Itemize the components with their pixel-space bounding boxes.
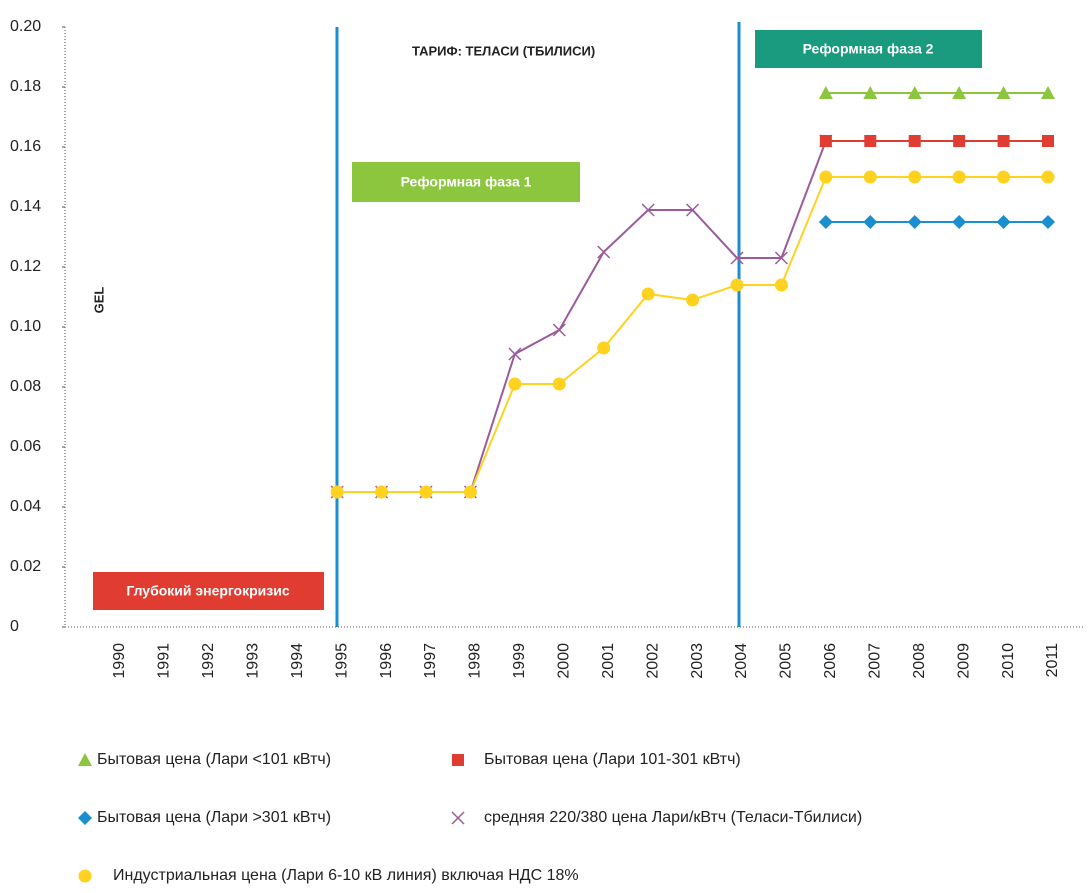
marker	[419, 485, 433, 499]
x-tick-label: 1992	[200, 643, 217, 679]
annotation: Реформная фаза 2	[803, 41, 934, 57]
marker	[996, 86, 1011, 99]
x-tick-label: 1994	[289, 643, 306, 679]
x-tick-label: 2010	[1000, 643, 1017, 679]
marker	[953, 135, 966, 147]
x-tick-label: 2007	[867, 643, 884, 679]
y-tick-label: 0.02	[10, 558, 41, 575]
x-tick-label: 1990	[111, 643, 128, 679]
annotation-box	[93, 572, 324, 610]
legend-marker	[451, 811, 465, 825]
marker	[641, 287, 655, 301]
y-tick-label: 0.08	[10, 378, 41, 395]
marker	[996, 215, 1011, 229]
marker	[952, 215, 967, 229]
x-tick-label: 2004	[733, 643, 750, 679]
marker	[508, 347, 522, 361]
x-tick-label: 2008	[911, 643, 928, 679]
y-tick-label: 0.20	[10, 18, 41, 35]
marker	[1041, 86, 1055, 99]
marker	[686, 203, 700, 217]
y-tick-label: 0.10	[10, 318, 41, 335]
marker	[818, 86, 833, 99]
marker	[952, 86, 967, 99]
marker	[597, 341, 611, 355]
marker	[864, 135, 877, 147]
x-tick-label: 1996	[378, 643, 395, 679]
marker	[907, 215, 922, 229]
y-axis-label: GEL	[91, 287, 106, 314]
marker	[819, 135, 832, 147]
x-tick-label: 2011	[1044, 643, 1061, 678]
annotation: Глубокий энергокризис	[126, 583, 289, 599]
marker	[1041, 170, 1055, 184]
legend-marker	[78, 753, 92, 766]
x-tick-label: 2002	[644, 643, 661, 679]
marker	[1041, 215, 1055, 229]
y-tick-label: 0.04	[10, 498, 41, 515]
annotation-box	[352, 162, 580, 202]
marker	[508, 377, 522, 391]
series-line	[337, 176, 1048, 493]
marker	[552, 323, 566, 337]
y-tick-label: 0.16	[10, 138, 41, 155]
marker	[863, 170, 877, 184]
marker	[730, 251, 744, 265]
x-tick-label: 1998	[467, 643, 484, 679]
marker	[552, 377, 566, 391]
marker	[952, 170, 966, 184]
legend-marker	[452, 754, 464, 766]
y-tick-label: 0.06	[10, 438, 41, 455]
x-tick-label: 2000	[556, 643, 573, 679]
x-tick-label: 2009	[955, 643, 972, 679]
y-tick-label: 0.12	[10, 258, 41, 275]
marker	[597, 245, 611, 259]
marker	[819, 170, 833, 184]
annotation: Реформная фаза 1	[401, 174, 532, 190]
marker	[908, 170, 922, 184]
x-tick-label: 1995	[333, 643, 350, 679]
marker	[908, 135, 921, 147]
x-tick-label: 2006	[822, 643, 839, 679]
y-tick-label: 0.14	[10, 198, 41, 215]
marker	[997, 170, 1011, 184]
marker	[774, 278, 788, 292]
marker	[818, 215, 833, 229]
legend-label: Бытовая цена (Лари 101-301 кВтч)	[484, 751, 741, 768]
y-tick-label: 0	[10, 618, 19, 635]
marker	[375, 485, 389, 499]
x-tick-label: 2001	[600, 643, 617, 679]
marker	[463, 485, 477, 499]
marker	[863, 215, 878, 229]
marker	[774, 251, 788, 265]
legend-label: Индустриальная цена (Лари 6-10 кВ линия)…	[113, 867, 579, 884]
x-tick-label: 2005	[778, 643, 795, 679]
marker	[997, 135, 1010, 147]
x-tick-label: 1999	[511, 643, 528, 679]
legend-label: Бытовая цена (Лари >301 кВтч)	[97, 809, 331, 826]
x-tick-label: 2003	[689, 643, 706, 679]
marker	[330, 485, 344, 499]
legend-marker	[78, 869, 92, 883]
annotation-box	[755, 30, 982, 68]
x-tick-label: 1997	[422, 643, 439, 679]
x-tick-label: 1993	[245, 643, 262, 679]
marker	[641, 203, 655, 217]
marker	[863, 86, 878, 99]
marker	[730, 278, 744, 292]
legend-marker	[78, 811, 92, 825]
marker	[907, 86, 922, 99]
x-tick-label: 1991	[156, 643, 173, 679]
y-tick-label: 0.18	[10, 78, 41, 95]
marker	[686, 293, 700, 307]
legend-label: средняя 220/380 цена Лари/кВтч (Теласи-Т…	[484, 809, 862, 826]
marker	[1042, 135, 1054, 147]
legend-label: Бытовая цена (Лари <101 кВтч)	[97, 751, 331, 768]
chart-title: ТАРИФ: ТЕЛАСИ (ТБИЛИСИ)	[412, 43, 595, 58]
